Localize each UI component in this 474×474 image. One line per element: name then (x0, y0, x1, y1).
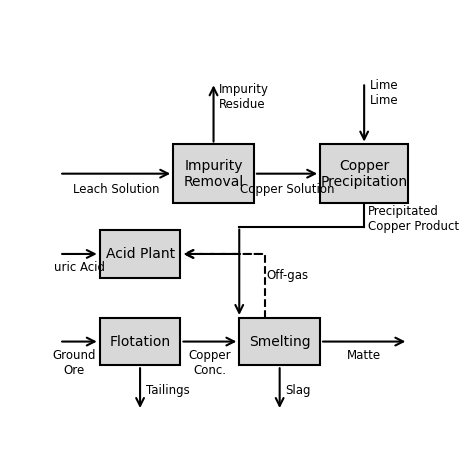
Text: Impurity
Removal: Impurity Removal (183, 159, 244, 189)
Text: Off-gas: Off-gas (267, 269, 309, 283)
Text: Copper Solution: Copper Solution (240, 183, 334, 196)
Text: Impurity
Residue: Impurity Residue (219, 83, 269, 111)
Text: uric Acid: uric Acid (54, 261, 105, 274)
Text: Tailings: Tailings (146, 384, 189, 397)
Text: Ground
Ore: Ground Ore (52, 349, 96, 377)
Text: Lime
Lime: Lime Lime (370, 79, 398, 108)
Text: Leach Solution: Leach Solution (73, 183, 159, 196)
Text: Flotation: Flotation (109, 335, 171, 348)
Text: Matte: Matte (347, 349, 381, 362)
Bar (100, 318, 181, 365)
Bar (239, 318, 320, 365)
Text: Smelting: Smelting (249, 335, 310, 348)
Bar (100, 230, 181, 278)
Text: Copper
Conc.: Copper Conc. (189, 349, 231, 377)
Text: Acid Plant: Acid Plant (106, 247, 174, 261)
Text: Copper
Precipitation: Copper Precipitation (320, 159, 408, 189)
Bar (320, 145, 408, 203)
Bar (173, 145, 254, 203)
Text: Precipitated
Copper Product: Precipitated Copper Product (368, 205, 459, 233)
Text: Slag: Slag (285, 384, 310, 397)
